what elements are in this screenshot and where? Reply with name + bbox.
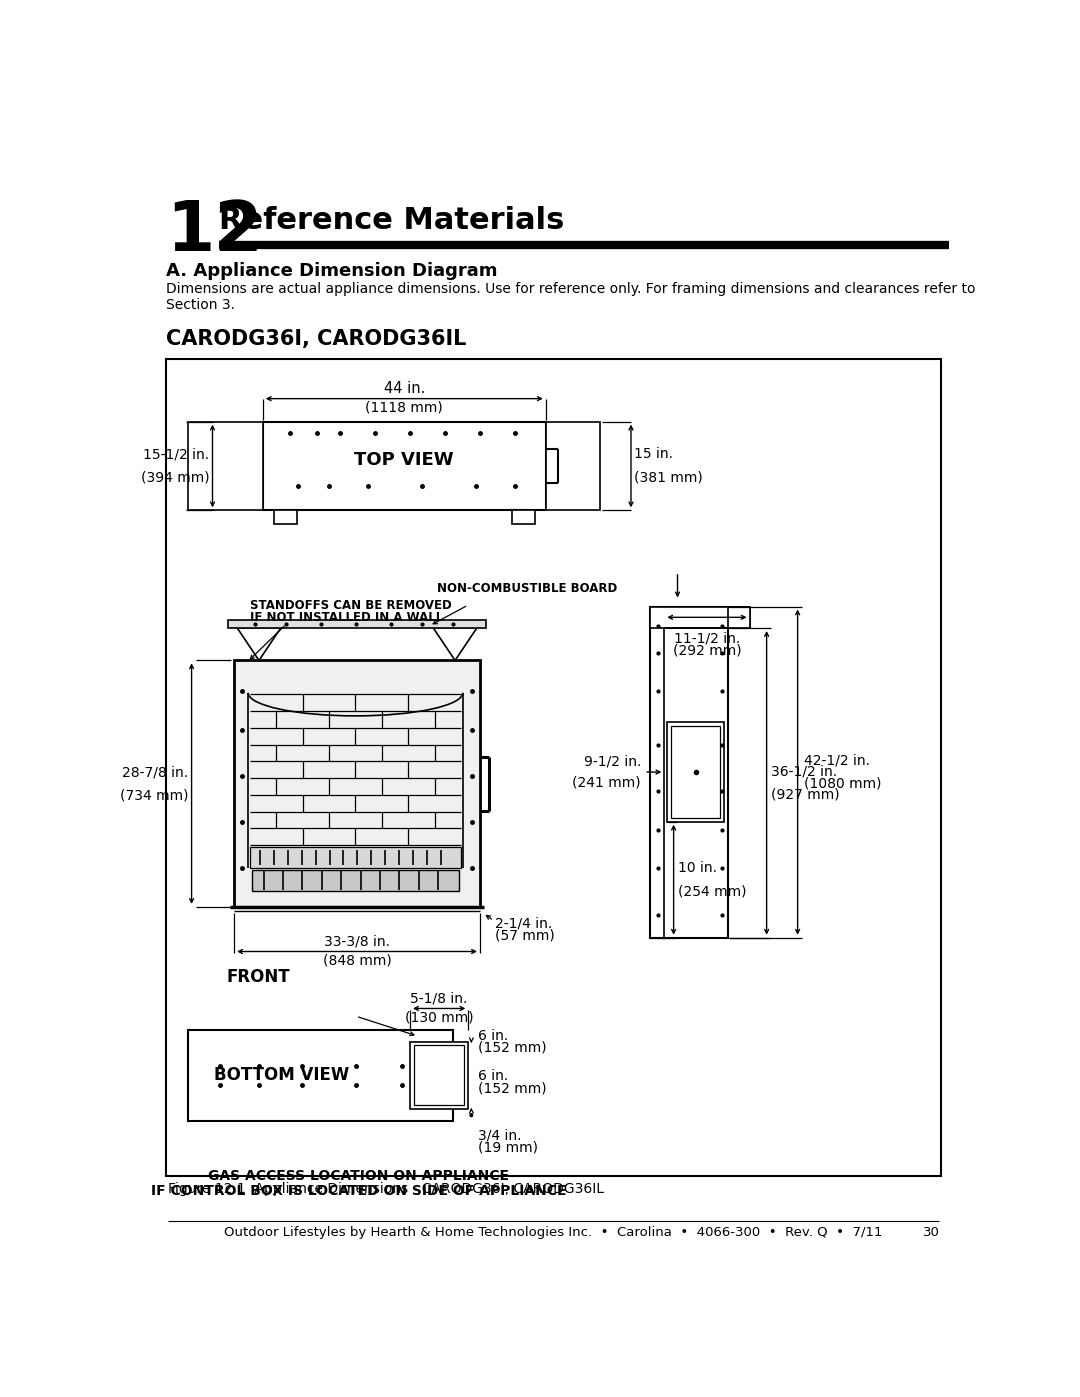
Bar [410, 1042, 469, 1109]
Text: (152 mm): (152 mm) [477, 1081, 546, 1095]
Text: 3/4 in.: 3/4 in. [477, 1129, 521, 1143]
Text: STANDOFFS CAN BE REMOVED: STANDOFFS CAN BE REMOVED [249, 599, 451, 612]
Bar [234, 661, 480, 907]
Bar [252, 870, 459, 891]
Text: IF NOT INSTALLED IN A WALL: IF NOT INSTALLED IN A WALL [249, 610, 443, 624]
Text: (734 mm): (734 mm) [120, 788, 189, 802]
Polygon shape [238, 629, 281, 661]
Text: 11-1/2 in.: 11-1/2 in. [674, 631, 740, 645]
Text: 10 in.: 10 in. [678, 861, 717, 875]
Text: 30: 30 [922, 1227, 940, 1239]
Polygon shape [433, 629, 476, 661]
Bar [273, 510, 297, 524]
Text: Dimensions are actual appliance dimensions. Use for reference only. For framing : Dimensions are actual appliance dimensio… [166, 282, 975, 312]
Text: Figure 12.1  Appliance Dimensions - CARODG36I, CARODG36IL: Figure 12.1 Appliance Dimensions - CAROD… [167, 1182, 604, 1196]
Text: CARODG36I, CARODG36IL: CARODG36I, CARODG36IL [166, 330, 467, 349]
Text: NON-COMBUSTIBLE BOARD: NON-COMBUSTIBLE BOARD [437, 583, 618, 595]
Text: (394 mm): (394 mm) [140, 471, 210, 485]
Bar [728, 606, 750, 629]
Text: A. Appliance Dimension Diagram: A. Appliance Dimension Diagram [166, 261, 498, 279]
Text: Outdoor Lifestyles by Hearth & Home Technologies Inc.  •  Carolina  •  4066-300 : Outdoor Lifestyles by Hearth & Home Tech… [225, 1227, 882, 1239]
Bar [512, 510, 535, 524]
Text: 5-1/8 in.: 5-1/8 in. [410, 992, 468, 1006]
Text: 6 in.: 6 in. [477, 1028, 508, 1042]
Text: 42-1/2 in.: 42-1/2 in. [804, 753, 869, 767]
Bar [650, 606, 750, 629]
Bar [188, 422, 262, 510]
Bar [414, 1045, 464, 1105]
Text: 36-1/2 in.: 36-1/2 in. [771, 764, 837, 778]
Text: (254 mm): (254 mm) [678, 884, 746, 898]
Text: (927 mm): (927 mm) [771, 788, 840, 802]
Text: 9-1/2 in.: 9-1/2 in. [583, 754, 642, 768]
Text: FRONT: FRONT [227, 968, 291, 986]
Bar [667, 722, 724, 821]
Bar [650, 606, 728, 937]
Text: (292 mm): (292 mm) [673, 644, 741, 658]
Text: (1118 mm): (1118 mm) [365, 400, 443, 414]
Text: IF CONTROL BOX IS LOCATED ON SIDE OF APPLIANCE: IF CONTROL BOX IS LOCATED ON SIDE OF APP… [151, 1185, 567, 1199]
Text: 15 in.: 15 in. [634, 447, 673, 461]
Text: (381 mm): (381 mm) [634, 471, 703, 485]
Text: 44 in.: 44 in. [383, 380, 426, 395]
Text: 6 in.: 6 in. [477, 1069, 508, 1083]
Text: (1080 mm): (1080 mm) [804, 777, 881, 791]
Bar [166, 359, 941, 1176]
Text: (848 mm): (848 mm) [323, 953, 391, 967]
Bar [228, 620, 486, 629]
Text: GAS ACCESS LOCATION ON APPLIANCE: GAS ACCESS LOCATION ON APPLIANCE [208, 1169, 510, 1183]
Text: 12: 12 [166, 198, 262, 265]
Text: 15-1/2 in.: 15-1/2 in. [144, 447, 210, 461]
Text: (241 mm): (241 mm) [572, 775, 642, 789]
Text: (57 mm): (57 mm) [496, 929, 555, 943]
Text: 28-7/8 in.: 28-7/8 in. [122, 766, 189, 780]
Text: TOP VIEW: TOP VIEW [354, 451, 454, 469]
Bar [262, 422, 545, 510]
Text: (19 mm): (19 mm) [477, 1141, 538, 1155]
Text: BOTTOM VIEW: BOTTOM VIEW [214, 1066, 349, 1084]
Text: Reference Materials: Reference Materials [218, 207, 564, 235]
Bar [672, 726, 720, 817]
Bar [249, 847, 461, 869]
Text: 33-3/8 in.: 33-3/8 in. [324, 935, 390, 949]
Text: 2-1/4 in.: 2-1/4 in. [496, 916, 553, 930]
Text: (152 mm): (152 mm) [477, 1041, 546, 1055]
Bar [545, 422, 600, 510]
Bar [188, 1030, 453, 1120]
Text: (130 mm): (130 mm) [405, 1010, 473, 1024]
